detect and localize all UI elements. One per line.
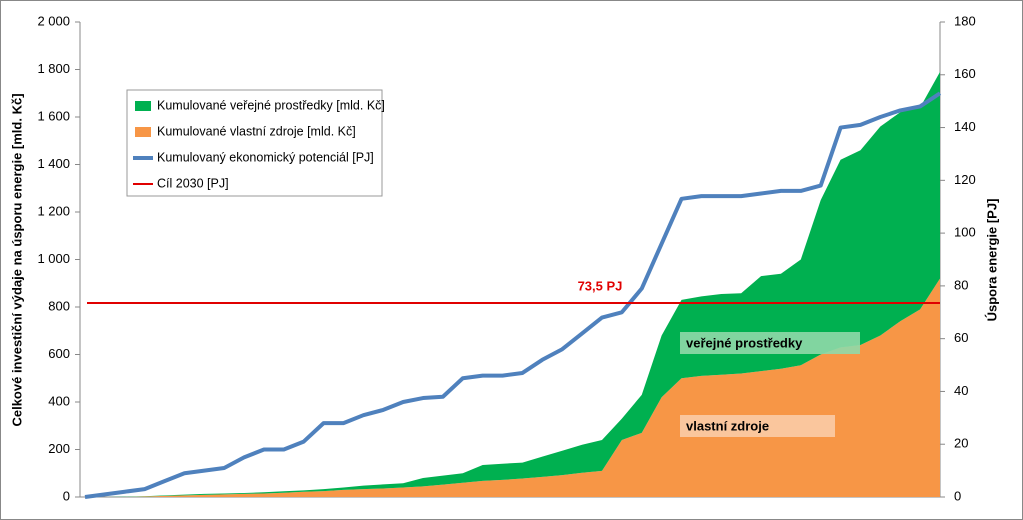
annotation-box [680,332,860,354]
area [85,278,940,497]
legend-label: Kumulované veřejné prostředky [mld. Kč] [157,98,385,112]
y-tick-label: 400 [48,393,70,408]
annotation-box [680,415,835,437]
target-label: 73,5 PJ [578,278,623,293]
y-tick-label: 200 [48,441,70,456]
y2-tick-label: 40 [954,383,968,398]
y2-tick-label: 100 [954,225,976,240]
y-tick-label: 1 000 [37,251,70,266]
y2-tick-label: 20 [954,436,968,451]
y2-tick-label: 180 [954,13,976,28]
y-tick-label: 800 [48,298,70,313]
y-tick-label: 600 [48,346,70,361]
area [85,71,940,497]
y2-tick-label: 160 [954,66,976,81]
y2-tick-label: 80 [954,277,968,292]
legend-label: Kumulovaný ekonomický potenciál [PJ] [157,150,374,164]
y-tick-label: 1 800 [37,61,70,76]
legend-label: Cíl 2030 [PJ] [157,176,229,190]
y-tick-label: 1 600 [37,108,70,123]
y2-tick-label: 60 [954,330,968,345]
y-tick-label: 1 200 [37,203,70,218]
y-tick-label: 1 400 [37,156,70,171]
legend-box [126,89,383,197]
y2-tick-label: 140 [954,119,976,134]
line [84,91,942,499]
y2-tick-label: 0 [954,488,961,503]
legend-label: Kumulované vlastní zdroje [mld. Kč] [157,124,356,138]
annotation: veřejné prostředky [686,335,803,350]
legend-swatch [135,101,151,111]
legend: Kumulované veřejné prostředky [mld. Kč] K… [126,89,385,197]
y-tick-label: 2 000 [37,13,70,28]
annotation: vlastní zdroje [686,418,769,433]
y-tick-label: 0 [63,488,70,503]
y-axis-title: Celkové investiční výdaje na úsporu ener… [9,93,24,426]
y2-tick-label: 120 [954,172,976,187]
y2-axis-title: Úspora energie [PJ] [984,199,999,322]
legend-swatch [135,127,151,137]
